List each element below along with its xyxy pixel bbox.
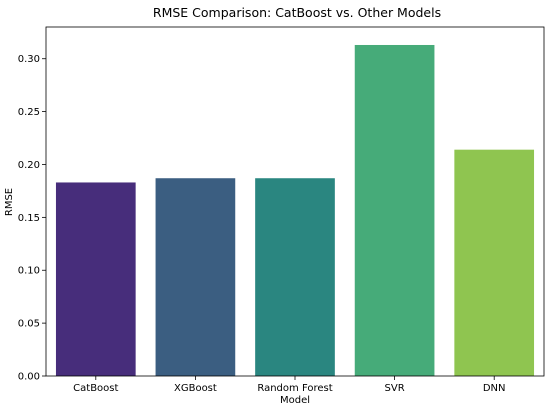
y-axis: 0.00 0.05 0.10 0.15 0.20 0.25 0.30 — [18, 54, 46, 383]
y-tick-label: 0.15 — [18, 213, 40, 224]
y-tick-label: 0.20 — [18, 160, 40, 171]
x-tick-label: DNN — [483, 383, 506, 394]
x-tick-label: SVR — [385, 383, 405, 394]
x-tick-label: Random Forest — [257, 383, 332, 394]
y-tick-label: 0.25 — [18, 107, 40, 118]
plot-frame — [45, 26, 545, 377]
y-tick-label: 0.05 — [18, 319, 40, 330]
y-tick-label: 0.00 — [18, 372, 40, 383]
x-tick-label: CatBoost — [73, 383, 118, 394]
y-axis-label: RMSE — [4, 188, 15, 216]
x-axis: CatBoost XGBoost Random Forest SVR DNN — [73, 376, 506, 394]
bar-xgboost — [155, 178, 236, 376]
x-axis-label: Model — [280, 395, 310, 406]
chart-title: RMSE Comparison: CatBoost vs. Other Mode… — [153, 5, 441, 20]
bar-svr — [354, 44, 435, 376]
bar-dnn — [454, 149, 535, 376]
bar-catboost — [55, 182, 136, 376]
y-tick-label: 0.30 — [18, 54, 40, 65]
bar-random-forest — [255, 178, 335, 376]
y-tick-label: 0.10 — [18, 266, 40, 277]
bars-group — [55, 44, 535, 376]
x-tick-label: XGBoost — [174, 383, 217, 394]
